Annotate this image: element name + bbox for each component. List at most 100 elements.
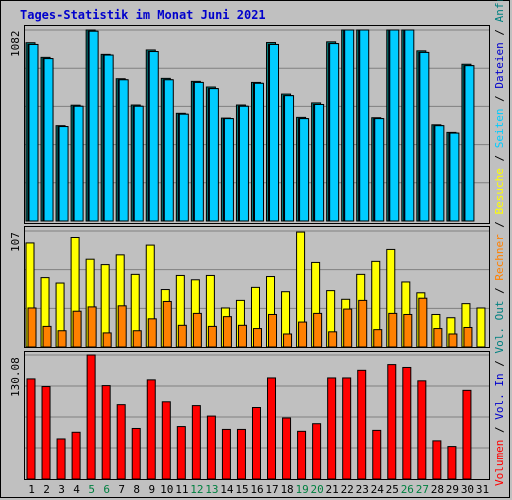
- bar-rechner-day-7: [117, 305, 127, 347]
- bar-volumen-day-3: [56, 438, 66, 479]
- bar-volumen-day-25: [387, 364, 397, 479]
- bar-rechner-day-22: [343, 308, 353, 347]
- bar-rechner-day-20: [313, 312, 323, 347]
- x-tick-label: 4: [73, 483, 80, 496]
- bar-rechner-day-3: [57, 330, 67, 347]
- bar-rechner-day-21: [328, 331, 338, 347]
- bar-volumen-day-21: [327, 377, 337, 479]
- x-tick-label: 11: [175, 483, 189, 496]
- bar-rechner-day-6: [102, 332, 112, 347]
- y-max-label-visits: 107: [9, 232, 22, 252]
- panel-requests: [24, 25, 490, 224]
- page-title: Tages-Statistik im Monat Juni 2021: [20, 8, 266, 22]
- bar-besuche-day-1: [25, 242, 35, 347]
- x-tick-label: 29: [445, 483, 460, 496]
- bar-rechner-day-4: [72, 310, 82, 347]
- bar-besuche-day-2: [40, 277, 50, 347]
- legend-separator: /: [493, 88, 506, 109]
- bar-rechner-day-27: [418, 297, 428, 347]
- x-tick-label: 24: [370, 483, 384, 496]
- legend-separator: /: [493, 280, 506, 301]
- bar-volumen-day-29: [447, 446, 457, 479]
- legend-separator: /: [493, 214, 506, 235]
- bar-rechner-day-9: [147, 318, 157, 347]
- bar-seiten-day-2: [43, 58, 54, 222]
- bar-seiten-day-3: [58, 126, 69, 222]
- bar-rechner-day-26: [403, 313, 413, 347]
- bar-rechner-day-17: [268, 313, 278, 347]
- bar-seiten-day-8: [133, 105, 144, 222]
- bar-seiten-day-15: [238, 105, 249, 222]
- x-tick-label: 21: [325, 483, 339, 496]
- bar-seiten-day-4: [73, 105, 84, 222]
- bar-seiten-day-26: [404, 29, 415, 222]
- x-tick-label: 31: [475, 483, 490, 496]
- bar-rechner-day-2: [42, 325, 52, 347]
- bar-rechner-day-24: [373, 329, 383, 347]
- bar-seiten-day-12: [193, 81, 204, 222]
- bar-seiten-day-5: [88, 30, 99, 222]
- bar-seiten-day-25: [389, 29, 400, 222]
- bar-besuche-day-5: [85, 258, 95, 347]
- bar-besuche-day-29: [446, 317, 456, 347]
- legend: Volumen / Vol. In / Vol. Out / Rechner /…: [491, 0, 509, 486]
- x-tick-label: 7: [118, 483, 126, 496]
- bar-volumen-day-7: [116, 404, 126, 479]
- panel-volume: [24, 351, 490, 480]
- legend-item: Volumen: [493, 439, 506, 486]
- bar-volumen-day-6: [101, 385, 111, 479]
- bar-rechner-day-29: [448, 333, 458, 347]
- x-tick-label: 15: [235, 483, 249, 496]
- x-tick-label: 22: [340, 483, 354, 496]
- bar-rechner-day-11: [177, 324, 187, 347]
- bar-seiten-day-14: [223, 118, 234, 222]
- bar-seiten-day-9: [148, 51, 159, 222]
- bar-rechner-day-13: [207, 325, 217, 347]
- bar-volumen-day-24: [372, 429, 382, 479]
- x-tick-label: 3: [58, 483, 65, 496]
- x-tick-label: 30: [460, 483, 475, 496]
- bar-seiten-day-22: [344, 29, 355, 222]
- bar-rechner-day-5: [87, 306, 97, 347]
- bar-seiten-day-29: [449, 132, 460, 222]
- y-max-label-volume: 130.08: [9, 357, 22, 397]
- bar-volumen-day-1: [26, 378, 36, 479]
- x-tick-label: 8: [133, 483, 141, 496]
- bar-besuche-day-3: [55, 282, 65, 347]
- legend-item: Seiten: [493, 108, 506, 149]
- x-tick-label: 20: [310, 483, 324, 496]
- panel-visits: [24, 226, 490, 348]
- x-tick-label: 13: [205, 483, 219, 496]
- y-max-label-requests: 1082: [9, 30, 22, 58]
- bar-volumen-day-17: [267, 377, 277, 479]
- bar-rechner-day-15: [237, 324, 247, 347]
- bar-volumen-day-13: [206, 415, 216, 479]
- legend-item: Dateien: [493, 42, 506, 89]
- bar-volumen-day-19: [297, 430, 307, 479]
- bar-seiten-day-23: [359, 29, 370, 222]
- bar-rechner-day-12: [192, 312, 202, 347]
- bar-besuche-day-18: [281, 291, 291, 347]
- bar-besuche-day-17: [266, 276, 276, 347]
- bar-volumen-day-26: [402, 366, 412, 479]
- x-tick-label: 2: [43, 483, 50, 496]
- bar-volumen-day-27: [417, 380, 427, 479]
- bar-seiten-day-16: [253, 82, 264, 222]
- legend-separator: /: [493, 148, 506, 169]
- bar-volumen-day-28: [432, 440, 442, 479]
- bar-seiten-day-21: [329, 43, 340, 222]
- bar-besuche-day-31: [476, 307, 486, 347]
- bar-rechner-day-19: [298, 321, 308, 347]
- x-tick-label: 9: [148, 483, 156, 496]
- x-tick-label: 12: [190, 483, 204, 496]
- bar-rechner-day-28: [433, 328, 443, 347]
- legend-item: Vol. Out: [493, 300, 506, 354]
- legend-separator: /: [493, 419, 506, 440]
- bar-volumen-day-10: [161, 401, 171, 479]
- bar-seiten-day-24: [374, 118, 385, 222]
- bar-volumen-day-12: [191, 405, 201, 479]
- bar-volumen-day-16: [251, 407, 261, 479]
- bar-seiten-day-28: [434, 125, 445, 222]
- bar-rechner-day-25: [388, 312, 398, 347]
